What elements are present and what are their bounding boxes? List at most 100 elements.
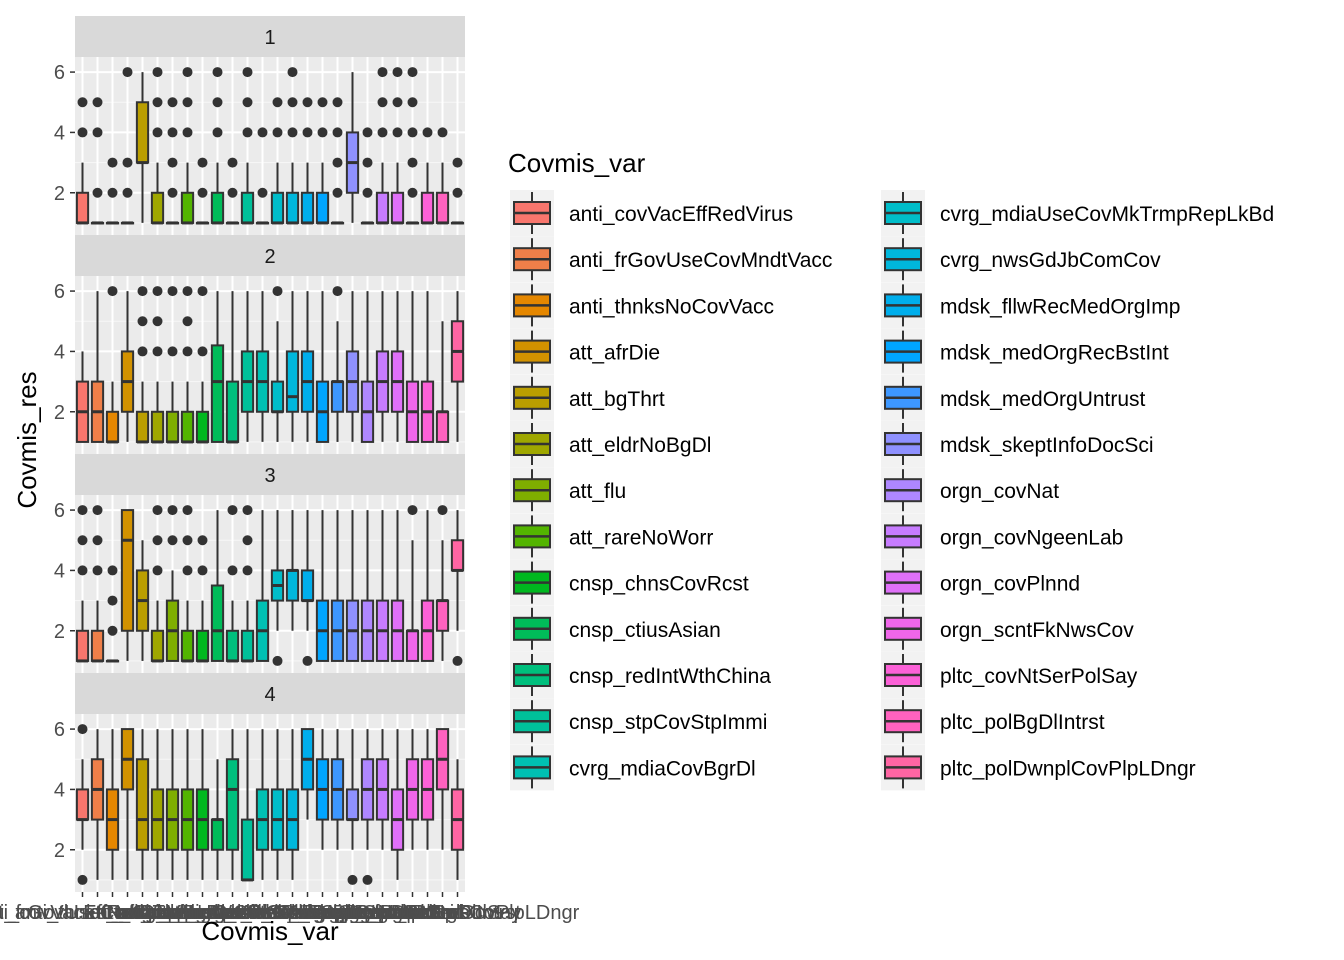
outlier-point: [257, 127, 268, 138]
box-body: [420, 191, 435, 224]
box-mdsk_medOrgUntrust: [330, 97, 345, 225]
x-tick-label: att_rareNoWorr: [119, 902, 257, 924]
box-att_afrDie: [120, 291, 135, 442]
x-tick-label: cnsp_chnsCovRcst: [117, 902, 289, 924]
legend-label: anti_frGovUseCovMndtVacc: [569, 249, 832, 272]
x-tick-label: pltc_polDwnplCovPlpLDngr: [336, 902, 580, 924]
legend-label: att_rareNoWorr: [569, 526, 713, 549]
box-mdsk_medOrgRecBstInt: [315, 97, 330, 225]
legend-label: att_afrDie: [569, 342, 660, 365]
x-tick-label: cvrg_mdiaUseCovMkTrmpRepLkBd: [118, 902, 436, 924]
box-att_rareNoWorr: [180, 67, 195, 225]
box-mdsk_fllwRecMedOrgImp: [300, 728, 315, 820]
legend-label: orgn_scntFkNwsCov: [940, 619, 1134, 642]
box-body: [330, 380, 345, 413]
outlier-point: [197, 535, 208, 546]
outlier-point: [77, 874, 88, 885]
x-tick-label: anti_covVacEffRedVirus: [0, 902, 189, 924]
box-orgn_covPlnnd: [390, 67, 405, 225]
outlier-point: [197, 157, 208, 168]
box-orgn_scntFkNwsCov: [405, 505, 420, 662]
outlier-point: [167, 187, 178, 198]
legend-item-anti_frGovUseCovMndtVacc: anti_frGovUseCovMndtVacc: [510, 236, 832, 283]
x-tick-label: orgn_scntFkNwsCov: [320, 902, 505, 924]
legend-label: cnsp_stpCovStpImmi: [569, 711, 767, 734]
x-tick-label: mdsk_fllwRecMedOrgImp: [193, 902, 422, 924]
facet-strip-label: 4: [264, 684, 275, 706]
box-cnsp_redIntWthChina: [225, 729, 240, 880]
box-body: [135, 101, 150, 164]
legend-item-att_bgThrt: att_bgThrt: [510, 374, 665, 421]
box-cvrg_mdiaUseCovMkTrmpRepLkBd: [270, 729, 285, 880]
legend-label: pltc_polDwnplCovPlpLDngr: [940, 757, 1196, 780]
x-tick-label: orgn_covPlnnd: [331, 902, 464, 924]
box-body: [210, 584, 225, 662]
outlier-point: [167, 157, 178, 168]
outlier-point: [272, 286, 283, 297]
panel-background: [75, 57, 465, 235]
box-mdsk_medOrgRecBstInt: [315, 729, 330, 850]
box-anti_thnksNoCovVacc: [105, 286, 120, 444]
x-tick-label: cnsp_stpCovStpImmi: [153, 902, 342, 924]
box-att_eldrNoBgDl: [150, 505, 165, 663]
legend-item-cvrg_nwsGdJbComCov: cvrg_nwsGdJbComCov: [881, 236, 1161, 283]
outlier-point: [272, 655, 283, 666]
box-orgn_covNat: [360, 127, 375, 225]
legend-item-pltc_polBgDlIntrst: pltc_polBgDlIntrst: [881, 698, 1105, 745]
outlier-point: [107, 595, 118, 606]
outlier-point: [77, 97, 88, 108]
outlier-point: [452, 655, 463, 666]
box-mdsk_medOrgUntrust: [330, 510, 345, 662]
box-att_afrDie: [120, 509, 135, 661]
box-anti_frGovUseCovMndtVacc: [90, 97, 105, 225]
legend-label: cnsp_redIntWthChina: [569, 665, 771, 688]
box-cvrg_mdiaCovBgrDl: [255, 729, 270, 880]
box-pltc_polDwnplCovPlpLDngr: [450, 157, 465, 225]
outlier-point: [107, 286, 118, 297]
box-body: [270, 191, 285, 224]
box-body: [225, 758, 240, 851]
box-anti_frGovUseCovMndtVacc: [90, 291, 105, 443]
x-tick-label: mdsk_skeptInfoDocSci: [251, 902, 454, 924]
x-axis-title: Covmis_var: [201, 916, 339, 946]
box-cvrg_nwsGdJbComCov: [285, 510, 300, 631]
outlier-point: [77, 535, 88, 546]
outlier-point: [452, 187, 463, 198]
box-body: [150, 629, 165, 662]
box-body: [435, 599, 450, 632]
box-anti_covVacEffRedVirus: [75, 505, 90, 663]
facet-strip-label: 2: [264, 246, 275, 268]
box-pltc_polBgDlIntrst: [435, 505, 450, 661]
x-tick-label: cvrg_mdiaCovBgrDl: [174, 902, 352, 924]
y-tick-label: 2: [54, 840, 65, 862]
box-body: [390, 191, 405, 224]
outlier-point: [347, 874, 358, 885]
outlier-point: [377, 127, 388, 138]
box-anti_thnksNoCovVacc: [105, 565, 120, 663]
box-body: [195, 410, 210, 443]
outlier-point: [272, 127, 283, 138]
outlier-point: [242, 97, 253, 108]
box-body: [435, 191, 450, 224]
x-tick-label: anti_frGovUseCovMndtVacc: [0, 902, 223, 924]
outlier-point: [107, 625, 118, 636]
legend-item-anti_thnksNoCovVacc: anti_thnksNoCovVacc: [510, 282, 774, 329]
box-body: [435, 410, 450, 443]
box-orgn_scntFkNwsCov: [405, 291, 420, 443]
outlier-point: [197, 346, 208, 357]
outlier-point: [182, 346, 193, 357]
outlier-point: [152, 316, 163, 327]
outlier-point: [137, 286, 148, 297]
outlier-point: [77, 565, 88, 576]
outlier-point: [227, 157, 238, 168]
outlier-point: [407, 67, 418, 78]
x-tick-label: cvrg_nwsGdJbComCov: [187, 902, 397, 924]
outlier-point: [422, 127, 433, 138]
box-pltc_polBgDlIntrst: [435, 728, 450, 850]
box-body: [450, 539, 465, 572]
box-body: [225, 629, 240, 662]
outlier-point: [152, 346, 163, 357]
box-body: [210, 191, 225, 224]
box-mdsk_fllwRecMedOrgImp: [300, 291, 315, 442]
box-att_rareNoWorr: [180, 729, 195, 880]
